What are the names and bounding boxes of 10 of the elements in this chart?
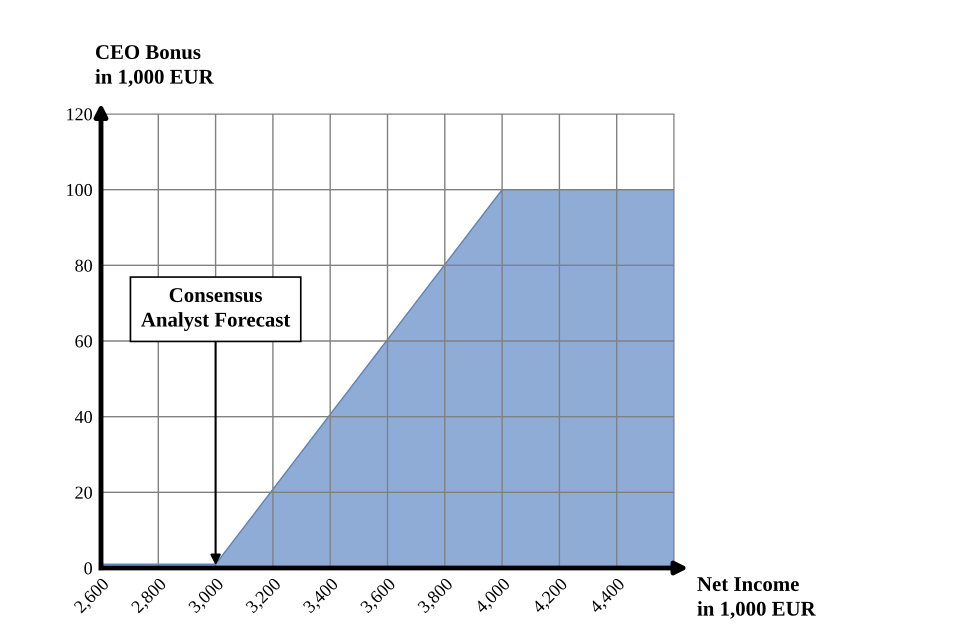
y-tick-label: 20 — [75, 486, 92, 499]
y-tick-label: 120 — [67, 108, 92, 120]
y-tick-label: 100 — [67, 184, 92, 196]
annotation: Consensus Analyst Forecast — [141, 288, 290, 332]
y-tick-label: 40 — [74, 410, 92, 424]
y-tick-label: 60 — [75, 335, 92, 348]
y-axis-title: CEO Bonus in 1,000 EUR — [95, 45, 214, 87]
x-axis-title: Net Income in 1,000 EUR — [697, 577, 816, 619]
y-tick-label: 80 — [75, 260, 92, 272]
y-tick-label: 0 — [84, 562, 92, 574]
